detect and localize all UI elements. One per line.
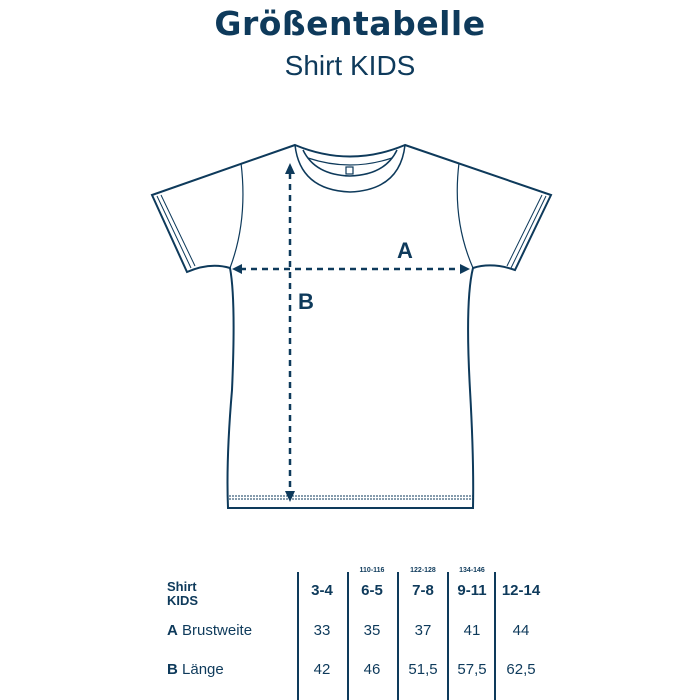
col-header: 7-8 (412, 582, 434, 599)
cell: 44 (512, 622, 530, 639)
cell: 46 (363, 661, 381, 678)
cell: 35 (363, 622, 381, 639)
shirt-outline (150, 143, 553, 509)
col-header: 6-5 (361, 582, 383, 599)
table-corner: Shirt KIDS (167, 579, 199, 608)
page-subtitle: Shirt KIDS (284, 50, 416, 81)
col-sub: 134-146 (459, 567, 485, 574)
page-title: Größentabelle (214, 4, 486, 43)
cell: 42 (313, 661, 331, 678)
cell: 62,5 (506, 661, 536, 678)
table-row-label: A Brustweite (167, 622, 253, 639)
cell: 33 (313, 622, 331, 639)
shirt-diagram (150, 143, 553, 509)
cell: 57,5 (457, 661, 487, 678)
cell: 41 (463, 622, 481, 639)
label-b: B (298, 289, 314, 314)
table-row-label: B Länge (167, 661, 224, 678)
col-sub: 122-128 (410, 567, 436, 574)
cell: 51,5 (408, 661, 438, 678)
col-sub: 110-116 (359, 567, 385, 574)
col-header: 9-11 (457, 582, 487, 599)
cell: 37 (414, 622, 432, 639)
col-header: 12-14 (501, 582, 541, 599)
col-header: 3-4 (311, 582, 333, 599)
label-a: A (397, 238, 413, 263)
